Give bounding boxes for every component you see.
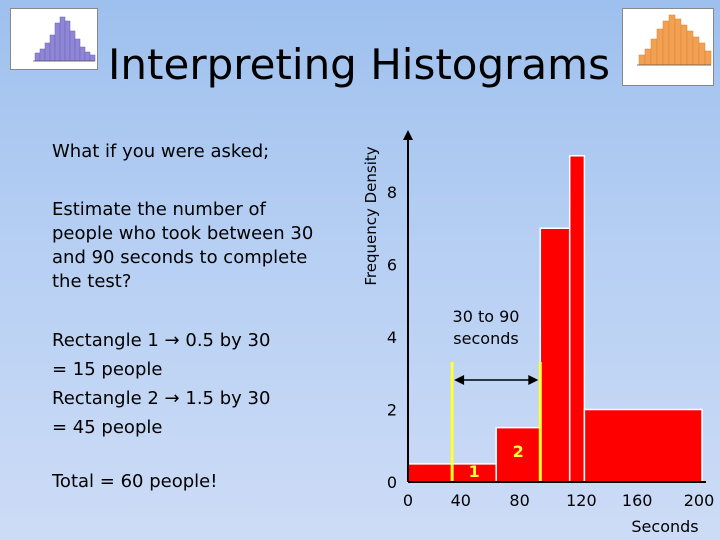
- thumbnail-right-graphic: [637, 14, 712, 66]
- rectangle-1-label: 1: [469, 462, 480, 481]
- histogram-thumbnail-left: [10, 8, 98, 70]
- y-tick-label: 6: [387, 256, 397, 275]
- histogram-thumbnail-right: [622, 8, 714, 86]
- rectangle-2-label: 2: [513, 442, 524, 461]
- range-annotation-line: 30 to 90: [453, 307, 520, 326]
- answer-line-1: Rectangle 1 → 0.5 by 30: [52, 330, 271, 351]
- x-tick-label: 200: [684, 491, 715, 510]
- range-annotation-line: seconds: [453, 329, 518, 348]
- y-axis-label: Frequency Density: [362, 146, 380, 285]
- total-text: Total = 60 people!: [52, 471, 218, 492]
- slide-title: Interpreting Histograms: [108, 40, 610, 89]
- histogram-bar-6: [583, 408, 703, 483]
- answer-line-2: = 15 people: [52, 359, 163, 380]
- x-tick-label: 120: [566, 491, 597, 510]
- x-tick-label: 160: [622, 491, 653, 510]
- y-axis-arrowhead: [403, 130, 413, 140]
- x-tick-label: 80: [509, 491, 529, 510]
- y-tick-label: 2: [387, 401, 397, 420]
- range-arrow-head-left: [454, 375, 465, 385]
- y-tick-label: 0: [387, 473, 397, 492]
- range-arrow-head-right: [528, 375, 539, 385]
- x-tick-label: 0: [403, 491, 413, 510]
- y-tick-label: 4: [387, 328, 397, 347]
- x-tick-label: 40: [451, 491, 471, 510]
- histogram-bar-1: [407, 463, 453, 483]
- x-axis-label: Seconds: [631, 517, 698, 536]
- y-tick-label: 8: [387, 183, 397, 202]
- histogram-bar-5: [568, 155, 586, 483]
- answer-line-4: = 45 people: [52, 417, 163, 438]
- answer-block: Rectangle 1 → 0.5 by 30 = 15 people Rect…: [52, 326, 270, 442]
- question-text: Estimate the number of people who took b…: [52, 199, 314, 292]
- question-intro: What if you were asked;: [52, 141, 270, 162]
- thumbnail-left-graphic: [33, 16, 96, 62]
- answer-line-3: Rectangle 2 → 1.5 by 30: [52, 388, 271, 409]
- histogram-bar-4: [539, 227, 571, 483]
